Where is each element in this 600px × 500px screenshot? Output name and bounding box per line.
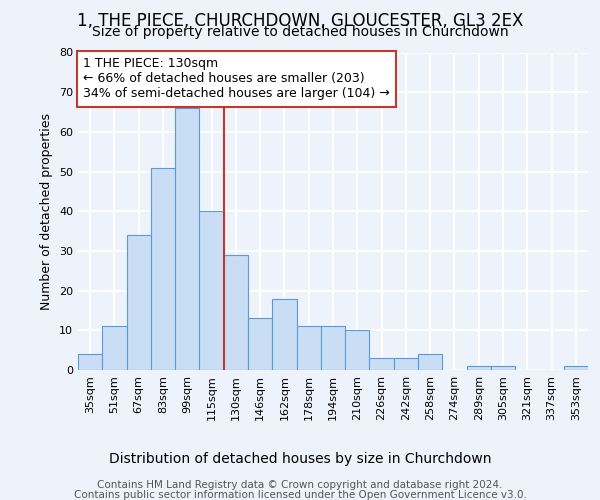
Bar xyxy=(321,326,345,370)
Text: 1, THE PIECE, CHURCHDOWN, GLOUCESTER, GL3 2EX: 1, THE PIECE, CHURCHDOWN, GLOUCESTER, GL… xyxy=(77,12,523,30)
Text: Contains public sector information licensed under the Open Government Licence v3: Contains public sector information licen… xyxy=(74,490,526,500)
Text: Contains HM Land Registry data © Crown copyright and database right 2024.: Contains HM Land Registry data © Crown c… xyxy=(97,480,503,490)
Bar xyxy=(272,298,296,370)
Text: Distribution of detached houses by size in Churchdown: Distribution of detached houses by size … xyxy=(109,452,491,466)
Bar xyxy=(564,366,588,370)
Bar xyxy=(296,326,321,370)
Bar xyxy=(127,235,151,370)
Bar xyxy=(151,168,175,370)
Bar xyxy=(394,358,418,370)
Bar xyxy=(248,318,272,370)
Bar xyxy=(418,354,442,370)
Bar xyxy=(175,108,199,370)
Text: 1 THE PIECE: 130sqm
← 66% of detached houses are smaller (203)
34% of semi-detac: 1 THE PIECE: 130sqm ← 66% of detached ho… xyxy=(83,58,390,100)
Bar xyxy=(102,326,127,370)
Bar xyxy=(224,255,248,370)
Text: Size of property relative to detached houses in Churchdown: Size of property relative to detached ho… xyxy=(92,25,508,39)
Bar xyxy=(345,330,370,370)
Bar xyxy=(491,366,515,370)
Y-axis label: Number of detached properties: Number of detached properties xyxy=(40,113,53,310)
Bar xyxy=(370,358,394,370)
Bar xyxy=(78,354,102,370)
Bar xyxy=(199,211,224,370)
Bar xyxy=(467,366,491,370)
